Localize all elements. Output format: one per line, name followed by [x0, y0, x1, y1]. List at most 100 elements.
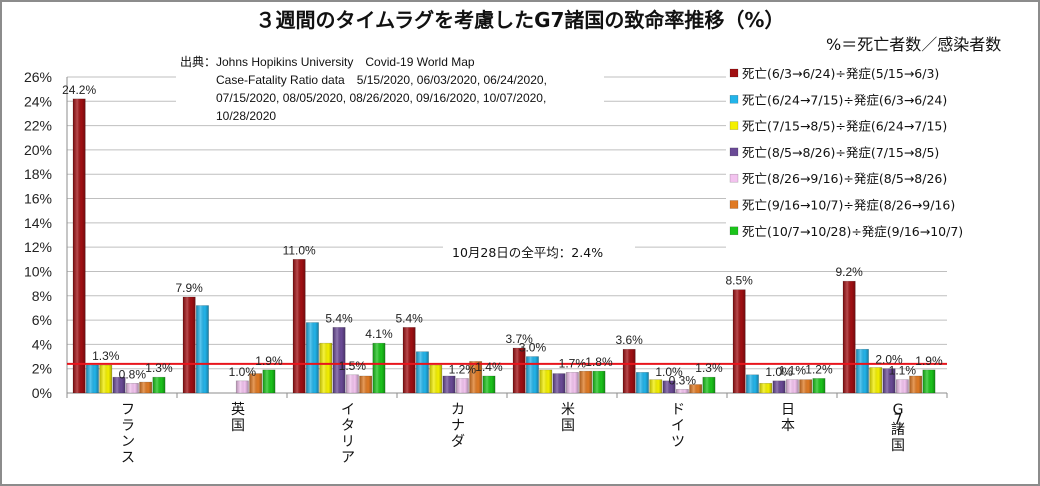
bar-shading	[319, 343, 332, 393]
average-annotation-text: 10月28日の全平均：2.4%	[452, 245, 603, 260]
bar-shading	[746, 374, 759, 393]
data-label: 1.1%	[779, 364, 807, 378]
bar-shading	[126, 383, 139, 393]
data-label: 1.8%	[585, 355, 613, 369]
bars	[72, 98, 936, 394]
x-category-label: フランス	[121, 402, 135, 466]
bar-shading	[416, 351, 429, 393]
bar-shading	[843, 281, 856, 393]
y-tick-label: 24%	[24, 93, 52, 109]
bar-shading	[772, 380, 786, 393]
bar-shading	[183, 296, 196, 393]
data-label: 1.1%	[889, 364, 917, 378]
data-label: 5.4%	[325, 311, 353, 325]
bar-shading	[882, 368, 896, 393]
data-label: 0.8%	[119, 367, 147, 381]
chart-subtitle: %＝死亡者数／感染者数	[826, 35, 1001, 54]
y-tick-label: 26%	[24, 69, 52, 85]
legend-label: 死亡(8/26→9/16)÷発症(8/5→8/26)	[742, 171, 947, 186]
x-category-label: カナダ	[451, 402, 465, 450]
source-line: 10/28/2020	[216, 109, 276, 123]
data-label: 1.3%	[92, 349, 120, 363]
data-label: 24.2%	[62, 83, 96, 97]
x-category-label: イタリア	[341, 402, 355, 466]
data-label: 3.0%	[519, 341, 547, 355]
bar-shading	[236, 380, 249, 393]
bar-shading	[372, 343, 386, 393]
legend: 死亡(6/3→6/24)÷発症(5/15→6/3) 死亡(6/24→7/15)÷発…	[726, 63, 1026, 254]
data-label: 1.0%	[229, 365, 257, 379]
bar-shading	[909, 375, 922, 393]
bar-shading	[139, 382, 152, 393]
bar-shading	[513, 348, 526, 393]
y-tick-label: 12%	[24, 239, 52, 255]
data-label: 1.3%	[695, 361, 723, 375]
bar-shading	[99, 365, 112, 393]
data-label: 1.9%	[915, 354, 943, 368]
source-line: Case-Fatality Ratio data 5/15/2020, 06/0…	[216, 73, 547, 87]
bar-shading	[676, 389, 689, 393]
bar-shading	[482, 375, 496, 393]
data-label: 0.3%	[669, 373, 697, 387]
bar-shading	[649, 379, 662, 393]
data-label: 1.2%	[805, 362, 833, 376]
data-label: 1.4%	[475, 360, 503, 374]
bar-shading	[526, 356, 539, 393]
bar-shading	[786, 379, 799, 393]
y-tick-label: 22%	[24, 118, 52, 134]
bar-shading	[293, 259, 306, 393]
bar-shading	[702, 377, 716, 393]
legend-label: 死亡(6/24→7/15)÷発症(6/3→6/24)	[742, 92, 947, 107]
data-label: 1.3%	[145, 361, 173, 375]
y-tick-label: 18%	[24, 166, 52, 182]
x-category-label: 日本	[781, 402, 795, 434]
legend-swatch	[729, 200, 739, 209]
bar-shading	[623, 349, 636, 393]
data-label: 1.0%	[765, 365, 793, 379]
data-label: 1.0%	[655, 365, 683, 379]
x-category-label: 米国	[561, 402, 575, 434]
bar-shading	[579, 371, 592, 393]
bar-shading	[733, 289, 746, 393]
bar-shading	[662, 380, 676, 393]
y-tick-label: 20%	[24, 142, 52, 158]
data-label: 11.0%	[283, 243, 316, 257]
bar-shading	[636, 372, 649, 393]
data-label: 8.5%	[725, 274, 753, 288]
legend-swatch	[729, 95, 739, 104]
bar-shading	[196, 305, 209, 393]
data-label: 9.2%	[835, 265, 863, 279]
bar-shading	[112, 377, 126, 393]
legend-label: 死亡(6/3→6/24)÷発症(5/15→6/3)	[742, 66, 939, 81]
source-line: 出典：Johns Hopikins University Covid-19 Wo…	[180, 55, 475, 69]
bar-shading	[306, 322, 319, 393]
bar-shading	[759, 383, 772, 393]
x-category-label: 英国	[231, 401, 245, 434]
data-labels: 24.2%1.3%0.8% 1.3%7.9%1.0%1.9%11.0%5.4%1.…	[62, 83, 943, 387]
bar-shading	[592, 371, 606, 393]
y-tick-label: 16%	[24, 191, 52, 207]
legend-swatch	[729, 173, 739, 183]
data-label: 1.7%	[559, 356, 587, 370]
bar-shading	[922, 369, 936, 393]
data-label: 2.0%	[875, 353, 903, 367]
bar-shading	[856, 349, 869, 393]
y-tick-label: 14%	[24, 215, 52, 231]
chart-title: ３週間のタイムラグを考慮したG7諸国の致命率推移（%）	[256, 8, 785, 32]
source-background	[176, 52, 604, 124]
y-tick-label: 4%	[32, 336, 52, 352]
bar-shading	[869, 367, 882, 393]
legend-swatch	[729, 226, 739, 236]
legend-label: 死亡(8/5→8/26)÷発症(7/15→8/5)	[742, 145, 939, 160]
bar-shading	[73, 98, 86, 393]
bar-shading	[262, 369, 276, 393]
data-label: 1.5%	[339, 359, 367, 373]
bar-shading	[689, 384, 702, 393]
legend-background	[726, 63, 1026, 254]
bar-shading	[403, 327, 416, 393]
y-tick-label: 2%	[32, 361, 52, 377]
bar-shading	[799, 379, 812, 393]
bar-shading	[566, 372, 579, 393]
data-label: 3.7%	[505, 332, 533, 346]
